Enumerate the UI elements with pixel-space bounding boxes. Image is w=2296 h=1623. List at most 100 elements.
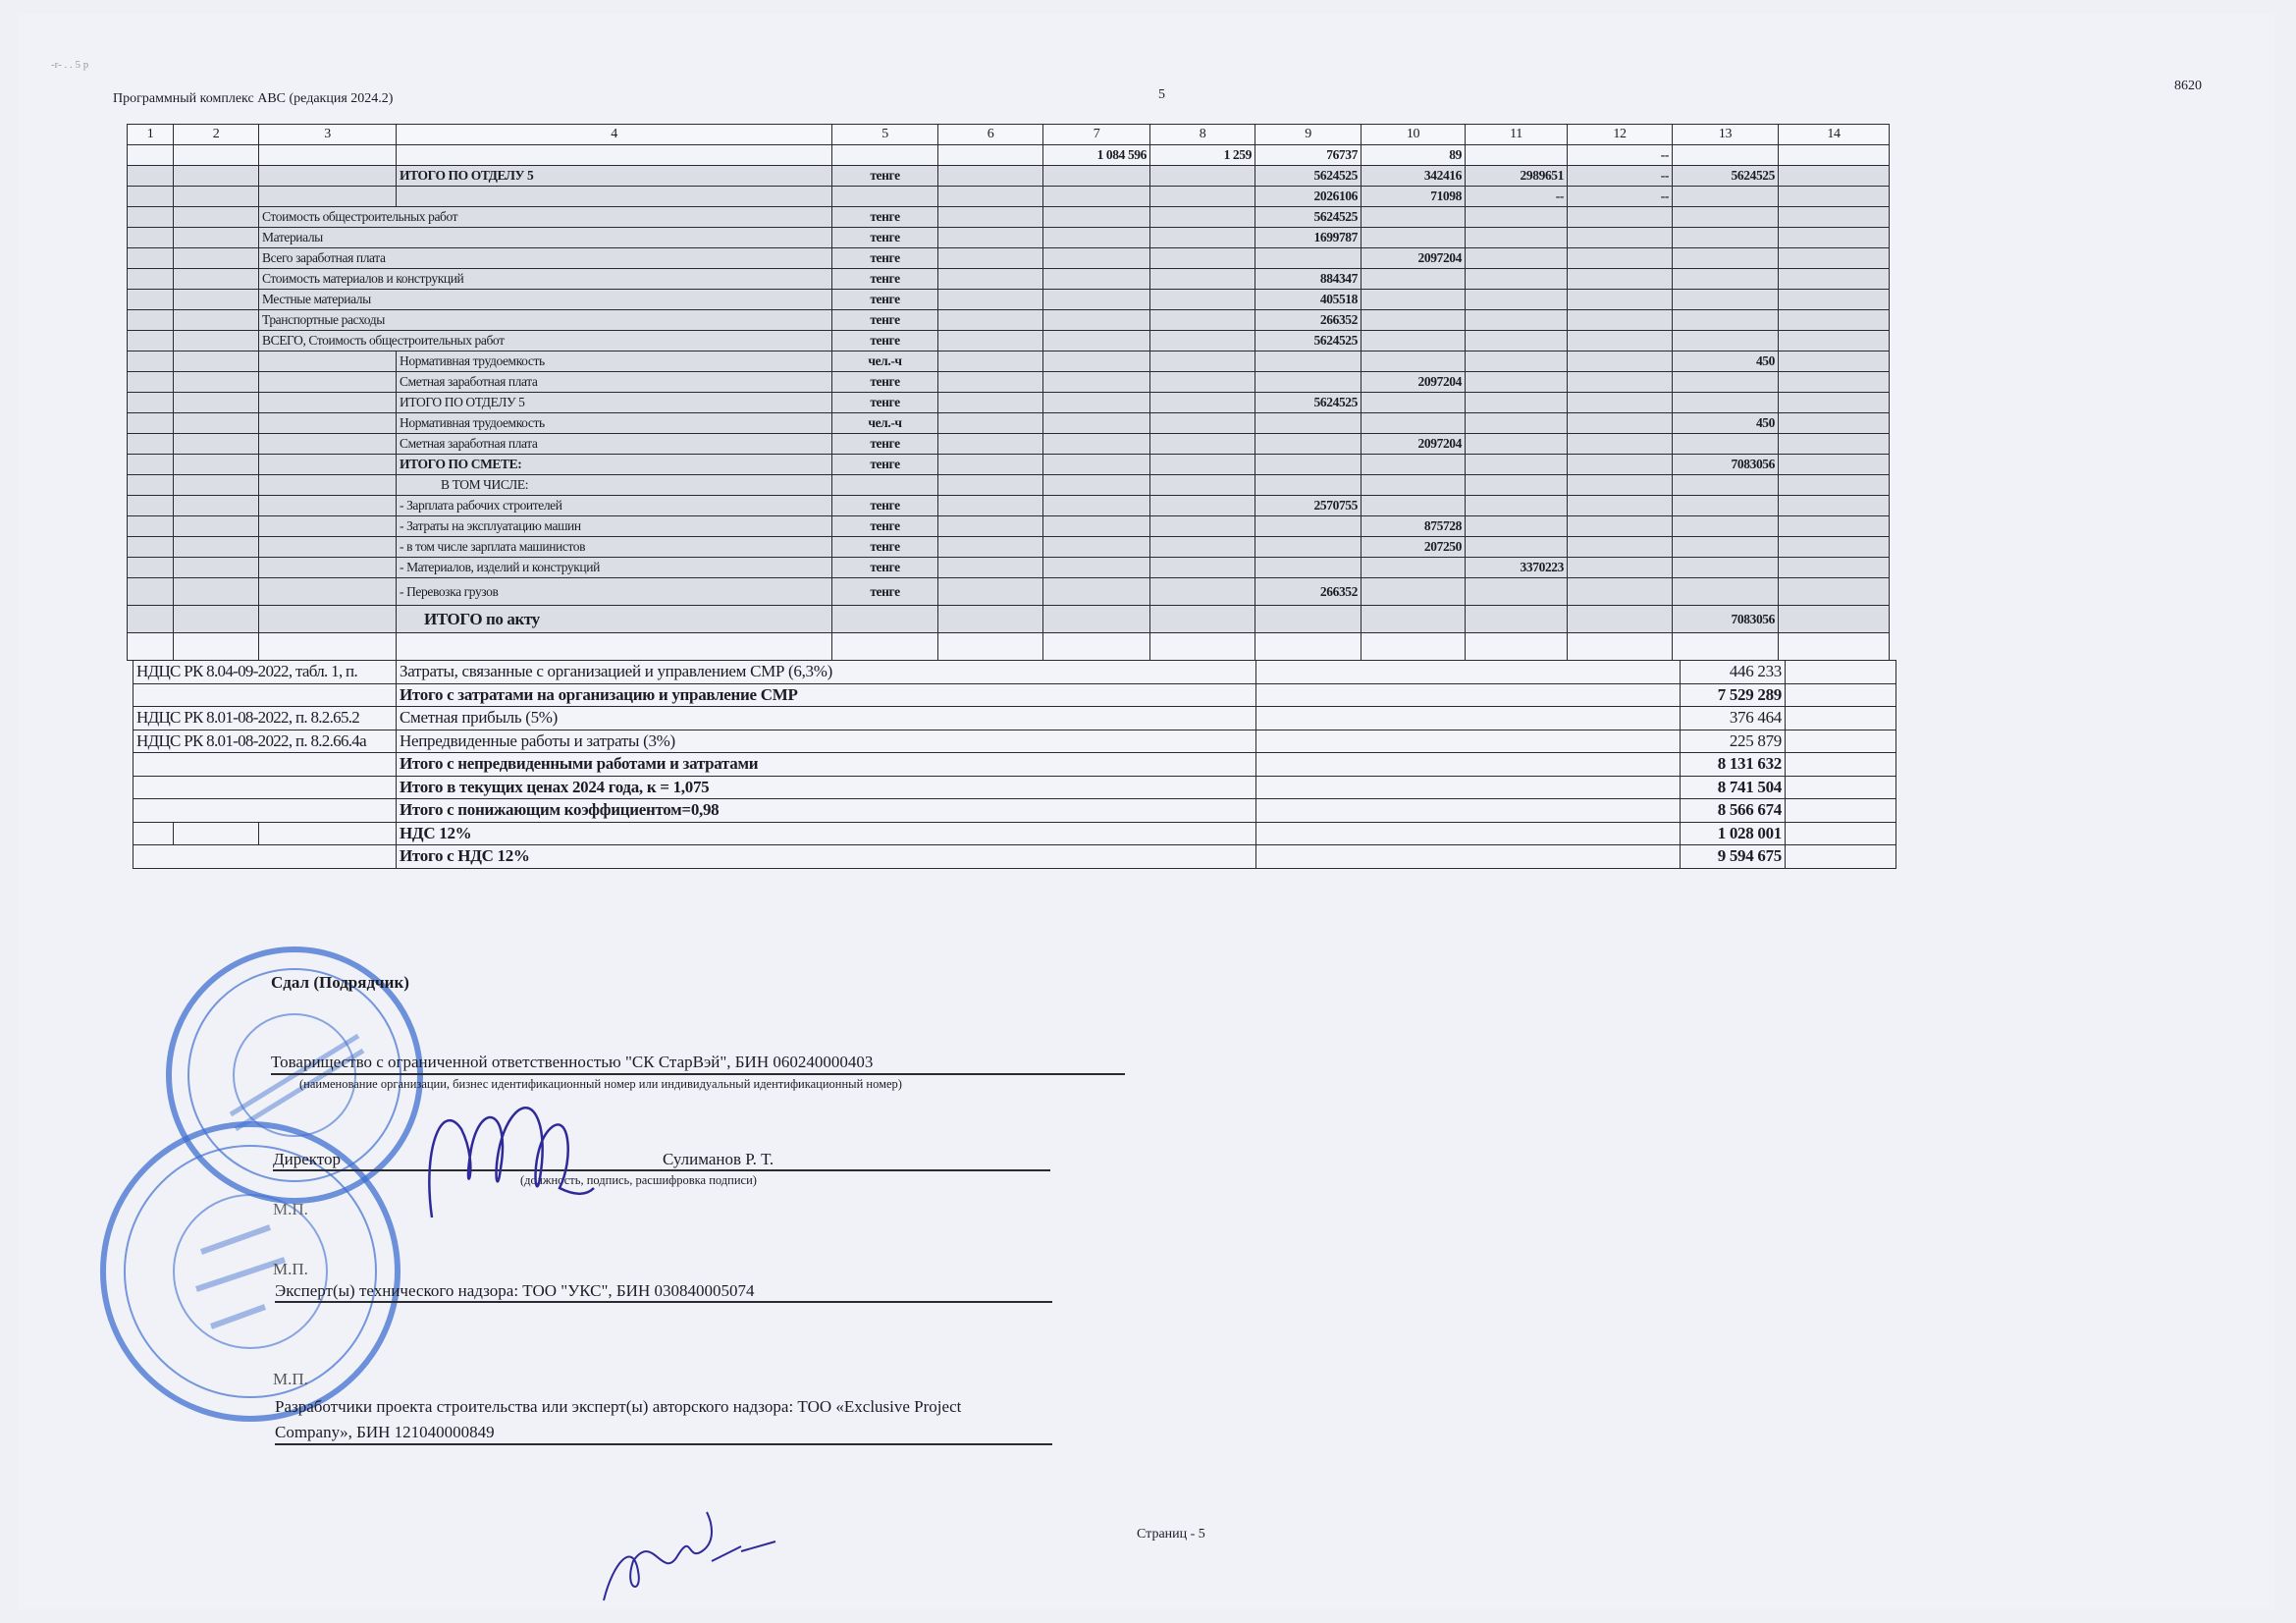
unit-cell: тенге <box>831 433 938 455</box>
value-cell <box>1465 289 1568 310</box>
value-cell <box>1567 206 1673 228</box>
norm-reference <box>133 844 397 869</box>
value-cell <box>1255 557 1362 578</box>
row-description: Сметная заработная плата <box>396 371 832 393</box>
unit-cell: тенге <box>831 206 938 228</box>
seal-place: М.П. <box>273 1370 308 1388</box>
empty-cell <box>1255 844 1681 869</box>
table-row: Материалы тенге 1699787 <box>127 227 1890 248</box>
value-cell <box>1567 289 1673 310</box>
value-cell <box>937 206 1043 228</box>
value-cell <box>937 309 1043 331</box>
summary-value: 376 464 <box>1680 706 1786 730</box>
value-cell <box>1778 392 1890 413</box>
value-cell <box>1465 605 1568 633</box>
value-cell <box>1255 536 1362 558</box>
value-cell: 5624525 <box>1255 392 1362 413</box>
unit-cell: тенге <box>831 227 938 248</box>
value-cell <box>1567 495 1673 516</box>
column-number: 8 <box>1149 124 1255 145</box>
unit-cell: тенге <box>831 536 938 558</box>
signer-caption: (должность, подпись, расшифровка подписи… <box>520 1173 757 1187</box>
value-cell <box>1778 474 1890 496</box>
value-cell <box>127 227 174 248</box>
value-cell <box>1567 515 1673 537</box>
value-cell <box>1149 330 1255 352</box>
value-cell <box>1361 495 1466 516</box>
table-row: ИТОГО по акту 7083056 <box>127 605 1890 633</box>
value-cell <box>173 206 259 228</box>
unit-cell: тенге <box>831 495 938 516</box>
value-cell <box>1567 605 1673 633</box>
value-cell <box>1042 227 1150 248</box>
value-cell <box>1672 536 1779 558</box>
table-row: ИТОГО ПО ОТДЕЛУ 5 тенге 5624525 <box>127 392 1890 413</box>
value-cell <box>127 186 174 207</box>
empty-cell <box>1785 821 1896 845</box>
value-cell <box>1042 454 1150 475</box>
value-cell <box>1042 577 1150 606</box>
value-cell <box>173 289 259 310</box>
value-cell <box>173 227 259 248</box>
column-number: 13 <box>1672 124 1779 145</box>
value-cell <box>1149 392 1255 413</box>
value-cell <box>937 227 1043 248</box>
value-cell <box>1149 309 1255 331</box>
unit-cell: тенге <box>831 371 938 393</box>
handed-over-label: Сдал (Подрядчик) <box>271 973 409 992</box>
row-description: ИТОГО ПО СМЕТЕ: <box>396 454 832 475</box>
value-cell <box>1778 227 1890 248</box>
value-cell <box>127 412 174 434</box>
value-cell <box>127 206 174 228</box>
value-cell <box>127 268 174 290</box>
value-cell <box>937 268 1043 290</box>
row-description <box>258 536 397 558</box>
value-cell <box>127 433 174 455</box>
value-cell <box>1042 268 1150 290</box>
empty-cell <box>1785 844 1896 869</box>
value-cell <box>1465 495 1568 516</box>
value-cell <box>1361 351 1466 372</box>
form-stamp-icon <box>100 1121 400 1422</box>
table-row: Местные материалы тенге 405518 <box>127 289 1890 310</box>
value-cell <box>127 144 174 166</box>
row-description: ИТОГО ПО ОТДЕЛУ 5 <box>396 165 832 187</box>
value-cell: 5624525 <box>1672 165 1779 187</box>
table-row: Стоимость материалов и конструкций тенге 8… <box>127 268 1890 290</box>
value-cell <box>1778 206 1890 228</box>
value-cell <box>1672 392 1779 413</box>
summary-label: Сметная прибыль (5%) <box>396 706 1256 730</box>
value-cell <box>937 289 1043 310</box>
value-cell <box>1361 412 1466 434</box>
value-cell <box>1042 474 1150 496</box>
value-cell <box>1042 186 1150 207</box>
summary-value: 8 131 632 <box>1680 752 1786 777</box>
value-cell: 2097204 <box>1361 247 1466 269</box>
table-row: В ТОМ ЧИСЛЕ: <box>127 474 1890 496</box>
value-cell <box>1042 515 1150 537</box>
unit-cell: тенге <box>831 557 938 578</box>
unit-cell: тенге <box>831 454 938 475</box>
value-cell <box>937 474 1043 496</box>
unit-cell: тенге <box>831 165 938 187</box>
value-cell <box>1149 632 1255 661</box>
value-cell <box>1672 144 1779 166</box>
norm-reference: НДЦС РК 8.04-09-2022, табл. 1, п. <box>133 660 397 684</box>
value-cell <box>1042 392 1150 413</box>
value-cell <box>937 144 1043 166</box>
summary-label: Затраты, связанные с организацией и упра… <box>396 660 1256 684</box>
row-description: Местные материалы <box>258 289 832 310</box>
value-cell: 3370223 <box>1465 557 1568 578</box>
value-cell <box>173 557 259 578</box>
unit-cell <box>831 632 938 661</box>
table-row: - Материалов, изделий и конструкций тенге… <box>127 557 1890 578</box>
empty-cell <box>1255 682 1681 707</box>
value-cell <box>1465 474 1568 496</box>
value-cell <box>1567 577 1673 606</box>
row-description: - в том числе зарплата машинистов <box>396 536 832 558</box>
value-cell: 7083056 <box>1672 454 1779 475</box>
value-cell <box>1149 605 1255 633</box>
unit-cell: тенге <box>831 515 938 537</box>
value-cell <box>173 309 259 331</box>
value-cell <box>1465 433 1568 455</box>
